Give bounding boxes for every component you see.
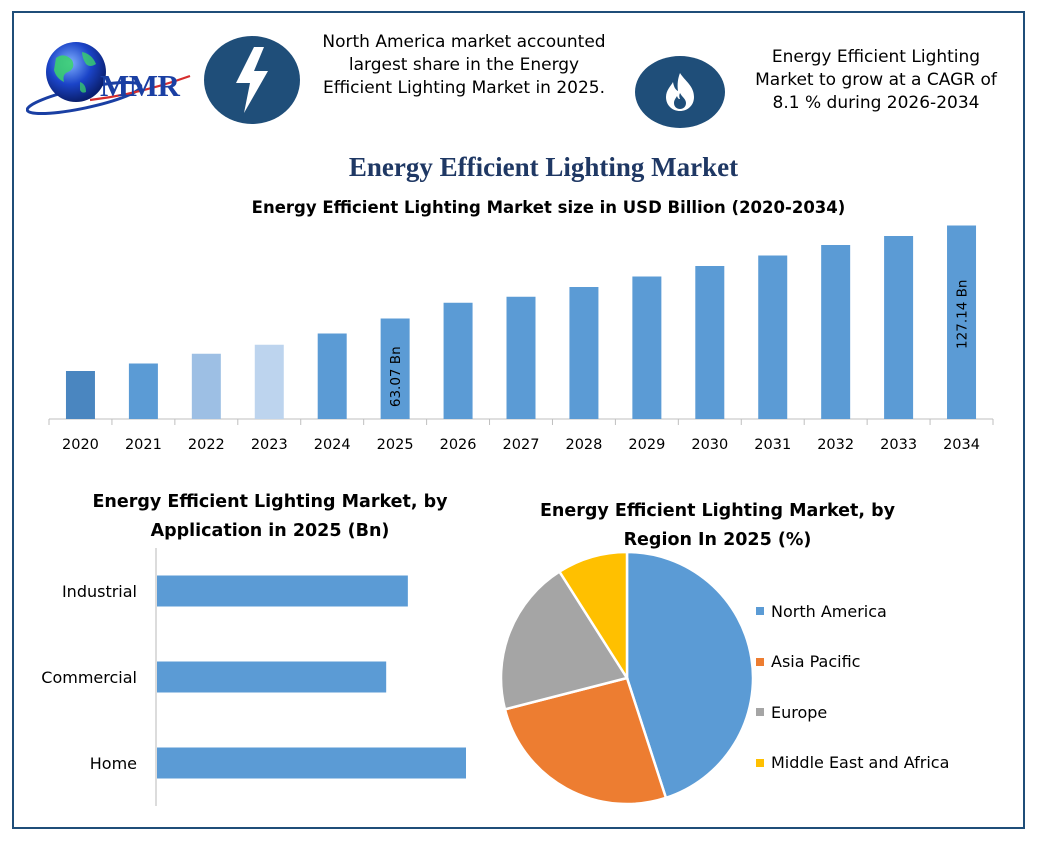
bar-2031 <box>758 255 788 419</box>
bar-2032 <box>821 245 851 419</box>
bar-2033 <box>884 236 914 419</box>
bar-2020 <box>65 371 95 419</box>
flame-icon <box>635 56 725 128</box>
data-label: 63.07 Bn <box>388 346 404 407</box>
x-tick-label: 2027 <box>503 437 540 453</box>
x-tick-label: 2029 <box>628 437 665 453</box>
bar-chart-title: Energy Efficient Lighting Market size in… <box>251 198 846 217</box>
legend-item-north-america: North America <box>756 586 949 637</box>
lightning-bolt-icon <box>204 36 300 124</box>
legend-swatch <box>756 607 764 616</box>
x-tick-label: 2034 <box>943 437 980 453</box>
x-tick-label: 2026 <box>440 437 477 453</box>
x-tick-label: 2025 <box>377 437 414 453</box>
bar-2026 <box>443 302 473 419</box>
x-tick-label: 2020 <box>62 437 99 453</box>
header-note-right: Energy Efficient Lighting Market to grow… <box>755 47 997 113</box>
legend-label: North America <box>771 601 887 621</box>
mmr-logo <box>26 42 191 116</box>
application-chart-title: Energy Efficient Lighting Market, by App… <box>92 492 448 541</box>
legend-swatch <box>756 758 764 767</box>
x-tick-label: 2028 <box>565 437 602 453</box>
legend-swatch <box>756 708 764 717</box>
x-tick-label: 2033 <box>880 437 917 453</box>
bar-2030 <box>695 266 725 419</box>
legend-item-europe: Europe <box>756 687 949 738</box>
infographic-frame <box>12 11 1025 829</box>
data-label: 127.14 Bn <box>955 280 971 349</box>
x-tick-label: 2031 <box>754 437 791 453</box>
x-tick-label: 2022 <box>188 437 225 453</box>
legend-label: Europe <box>771 702 828 722</box>
legend-label: Asia Pacific <box>771 652 861 672</box>
bar-2027 <box>506 296 536 419</box>
logo-wordmark: MMR <box>100 68 180 103</box>
x-tick-label: 2023 <box>251 437 288 453</box>
x-tick-label: 2021 <box>125 437 162 453</box>
bar-2028 <box>569 287 599 419</box>
bar-2023 <box>254 344 284 419</box>
x-tick-label: 2024 <box>314 437 351 453</box>
legend-label: Middle East and Africa <box>771 753 950 773</box>
region-chart-title: Energy Efficient Lighting Market, by Reg… <box>539 501 896 550</box>
bar-2034 <box>947 225 977 419</box>
bar-2025 <box>380 318 410 419</box>
header-note-left: North America market accounted largest s… <box>322 32 606 98</box>
bar-2029 <box>632 276 662 419</box>
bar-2022 <box>191 353 221 419</box>
x-tick-label: 2032 <box>817 437 854 453</box>
x-tick-label: 2030 <box>691 437 728 453</box>
bar-2021 <box>128 363 158 419</box>
bar-2024 <box>317 333 347 419</box>
page-title: Energy Efficient Lighting Market <box>348 152 739 182</box>
region-legend: North America Asia Pacific Europe Middle… <box>756 586 949 788</box>
legend-swatch <box>756 657 764 666</box>
legend-item-middle-east-africa: Middle East and Africa <box>756 738 949 789</box>
legend-item-asia-pacific: Asia Pacific <box>756 637 949 688</box>
market-size-bar-chart: 2020 2021 2022 2023 2024 2025 2026 2027 2028 2029… <box>48 225 994 453</box>
